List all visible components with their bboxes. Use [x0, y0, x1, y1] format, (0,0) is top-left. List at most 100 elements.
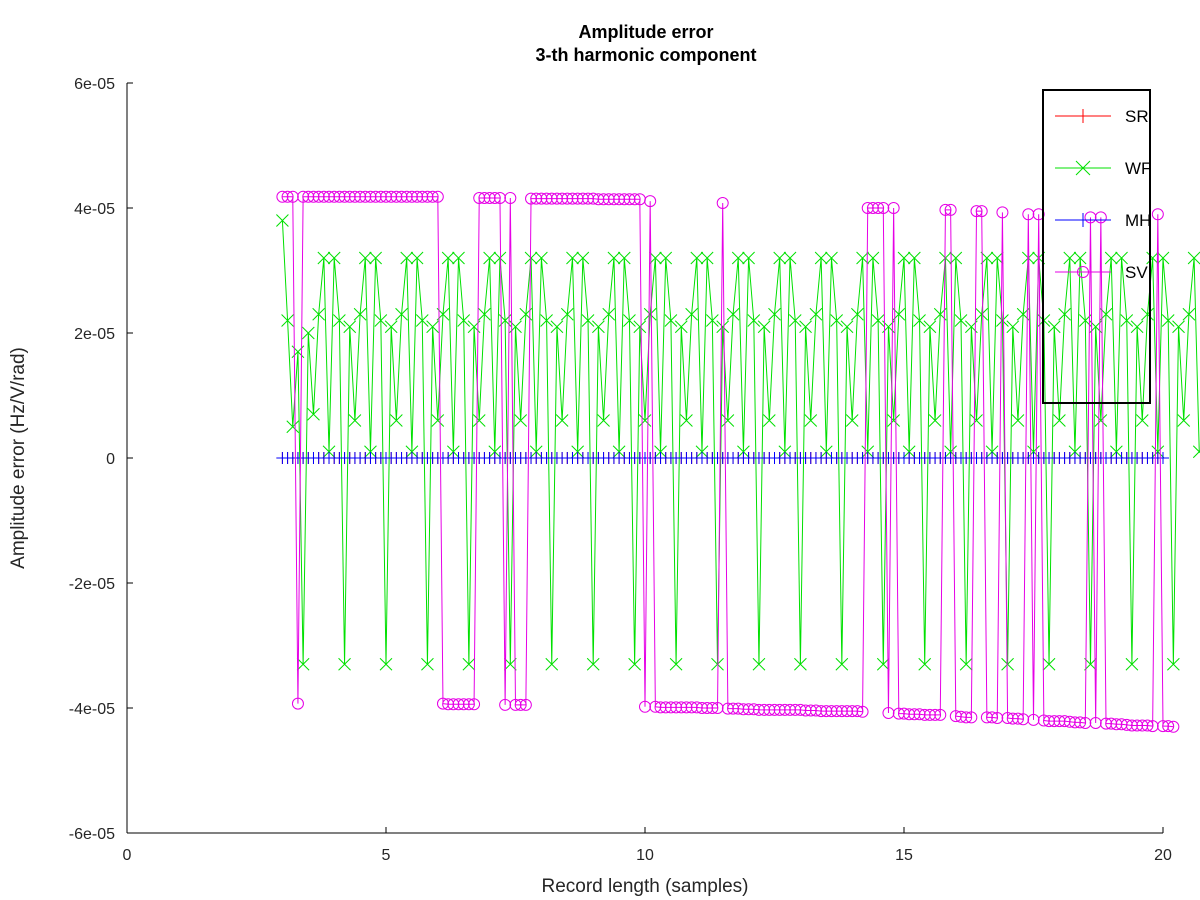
- data-point: [763, 703, 776, 716]
- data-point: [550, 320, 564, 334]
- data-point: [726, 307, 740, 321]
- data-point: [716, 197, 729, 209]
- data-point: [1105, 717, 1118, 730]
- legend-label: SR: [1125, 107, 1149, 126]
- data-point: [390, 190, 403, 203]
- data-point: [644, 195, 657, 208]
- data-point: [400, 190, 413, 203]
- data-point: [1043, 715, 1056, 728]
- data-point: [488, 445, 502, 459]
- data-point: [571, 192, 584, 205]
- x-tick-label: 0: [123, 847, 132, 864]
- data-point: [556, 192, 569, 205]
- data-point: [441, 251, 455, 265]
- data-point: [929, 708, 942, 721]
- data-point: [814, 251, 828, 265]
- data-point: [592, 320, 605, 334]
- data-point: [835, 705, 848, 718]
- data-point: [540, 314, 553, 327]
- data-point: [742, 703, 755, 716]
- data-point: [825, 705, 838, 718]
- data-point: [1110, 718, 1123, 731]
- data-point: [566, 192, 579, 205]
- data-point: [721, 414, 735, 427]
- data-point: [618, 193, 631, 206]
- data-point: [576, 251, 590, 265]
- data-point: [369, 190, 382, 203]
- data-point: [390, 414, 403, 427]
- data-point: [841, 705, 854, 718]
- data-point: [358, 251, 372, 265]
- data-point: [276, 214, 289, 227]
- data-point: [638, 414, 652, 427]
- data-point: [685, 307, 698, 321]
- data-point: [705, 314, 719, 327]
- data-point: [353, 307, 367, 321]
- data-point: [545, 657, 559, 671]
- data-point: [431, 414, 445, 427]
- data-point: [1022, 208, 1035, 221]
- data-point: [436, 697, 449, 710]
- data-point: [379, 657, 393, 671]
- data-point: [845, 414, 859, 427]
- y-tick-label: -2e-05: [69, 576, 115, 593]
- data-point: [296, 657, 310, 671]
- data-point: [1006, 320, 1020, 334]
- data-point: [996, 206, 1009, 219]
- data-point: [960, 711, 973, 724]
- data-point: [680, 701, 693, 714]
- data-point: [478, 307, 491, 321]
- data-point: [307, 190, 320, 203]
- data-point: [317, 251, 331, 265]
- data-point: [643, 307, 657, 321]
- data-point: [1115, 251, 1128, 265]
- data-point: [654, 701, 667, 714]
- data-point: [416, 190, 429, 203]
- data-point: [503, 657, 517, 671]
- data-point: [421, 190, 434, 203]
- data-point: [1076, 109, 1090, 123]
- data-point: [835, 657, 849, 671]
- data-point: [809, 307, 823, 321]
- data-point: [472, 414, 486, 427]
- data-point: [581, 314, 595, 327]
- data-point: [716, 320, 730, 334]
- data-point: [1094, 211, 1107, 224]
- data-point: [944, 445, 957, 459]
- data-point: [369, 251, 382, 265]
- data-point: [586, 657, 600, 671]
- data-point: [415, 314, 429, 327]
- data-point: [529, 445, 543, 459]
- y-tick-label: 0: [106, 451, 115, 468]
- data-point: [939, 203, 952, 216]
- data-point: [959, 657, 973, 671]
- data-point: [1130, 320, 1144, 334]
- data-point: [1156, 251, 1170, 265]
- y-axis-label: Amplitude error (Hz/V/rad): [8, 347, 29, 569]
- data-point: [700, 251, 714, 265]
- data-point: [1131, 719, 1144, 732]
- data-point: [1192, 445, 1200, 459]
- data-point: [1146, 720, 1159, 733]
- data-point: [1104, 251, 1118, 265]
- data-point: [1017, 713, 1030, 726]
- data-point: [783, 251, 797, 265]
- data-point: [690, 251, 704, 265]
- data-point: [307, 407, 320, 421]
- data-point: [597, 414, 610, 427]
- data-point: [1027, 445, 1040, 459]
- x-tick-label: 15: [895, 847, 913, 864]
- data-point: [669, 657, 683, 671]
- data-point: [602, 193, 615, 206]
- data-point: [866, 202, 879, 214]
- data-point: [327, 251, 341, 265]
- data-point: [452, 698, 465, 711]
- data-point: [421, 657, 434, 671]
- series-mh: [276, 452, 1169, 464]
- data-point: [877, 202, 890, 214]
- legend-item-mh: MH: [1055, 211, 1151, 230]
- chart-title: Amplitude error: [578, 22, 713, 42]
- data-point: [737, 445, 750, 459]
- legend: SR WF MH SV: [1042, 89, 1151, 404]
- data-point: [613, 193, 626, 206]
